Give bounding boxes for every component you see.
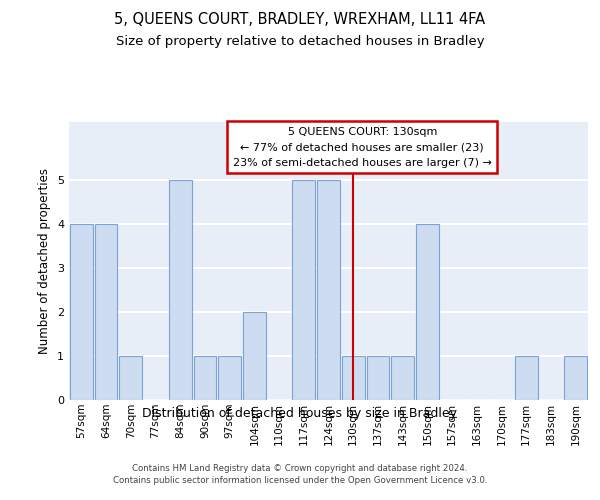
- Bar: [95, 224, 118, 400]
- Bar: [367, 356, 389, 400]
- Bar: [317, 180, 340, 400]
- Bar: [119, 356, 142, 400]
- Bar: [564, 356, 587, 400]
- Bar: [243, 312, 266, 400]
- Text: Distribution of detached houses by size in Bradley: Distribution of detached houses by size …: [143, 408, 458, 420]
- Y-axis label: Number of detached properties: Number of detached properties: [38, 168, 52, 354]
- Text: 5, QUEENS COURT, BRADLEY, WREXHAM, LL11 4FA: 5, QUEENS COURT, BRADLEY, WREXHAM, LL11 …: [115, 12, 485, 28]
- Text: Size of property relative to detached houses in Bradley: Size of property relative to detached ho…: [116, 35, 484, 48]
- Bar: [416, 224, 439, 400]
- Bar: [292, 180, 315, 400]
- Bar: [70, 224, 93, 400]
- Bar: [194, 356, 216, 400]
- Text: Contains HM Land Registry data © Crown copyright and database right 2024.: Contains HM Land Registry data © Crown c…: [132, 464, 468, 473]
- Bar: [342, 356, 365, 400]
- Bar: [169, 180, 191, 400]
- Text: Contains public sector information licensed under the Open Government Licence v3: Contains public sector information licen…: [113, 476, 487, 485]
- Bar: [218, 356, 241, 400]
- Bar: [391, 356, 414, 400]
- Text: 5 QUEENS COURT: 130sqm
← 77% of detached houses are smaller (23)
23% of semi-det: 5 QUEENS COURT: 130sqm ← 77% of detached…: [233, 126, 491, 168]
- Bar: [515, 356, 538, 400]
